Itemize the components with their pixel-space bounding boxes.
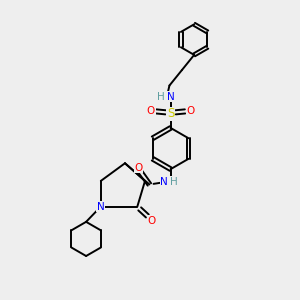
Text: O: O — [134, 163, 142, 173]
Text: O: O — [147, 216, 156, 226]
Text: N: N — [160, 176, 168, 187]
Text: H: H — [157, 92, 164, 102]
Text: H: H — [170, 176, 178, 187]
Text: O: O — [147, 106, 155, 116]
Text: S: S — [167, 107, 174, 120]
Text: N: N — [97, 202, 105, 212]
Text: N: N — [167, 92, 175, 102]
Text: O: O — [186, 106, 194, 116]
